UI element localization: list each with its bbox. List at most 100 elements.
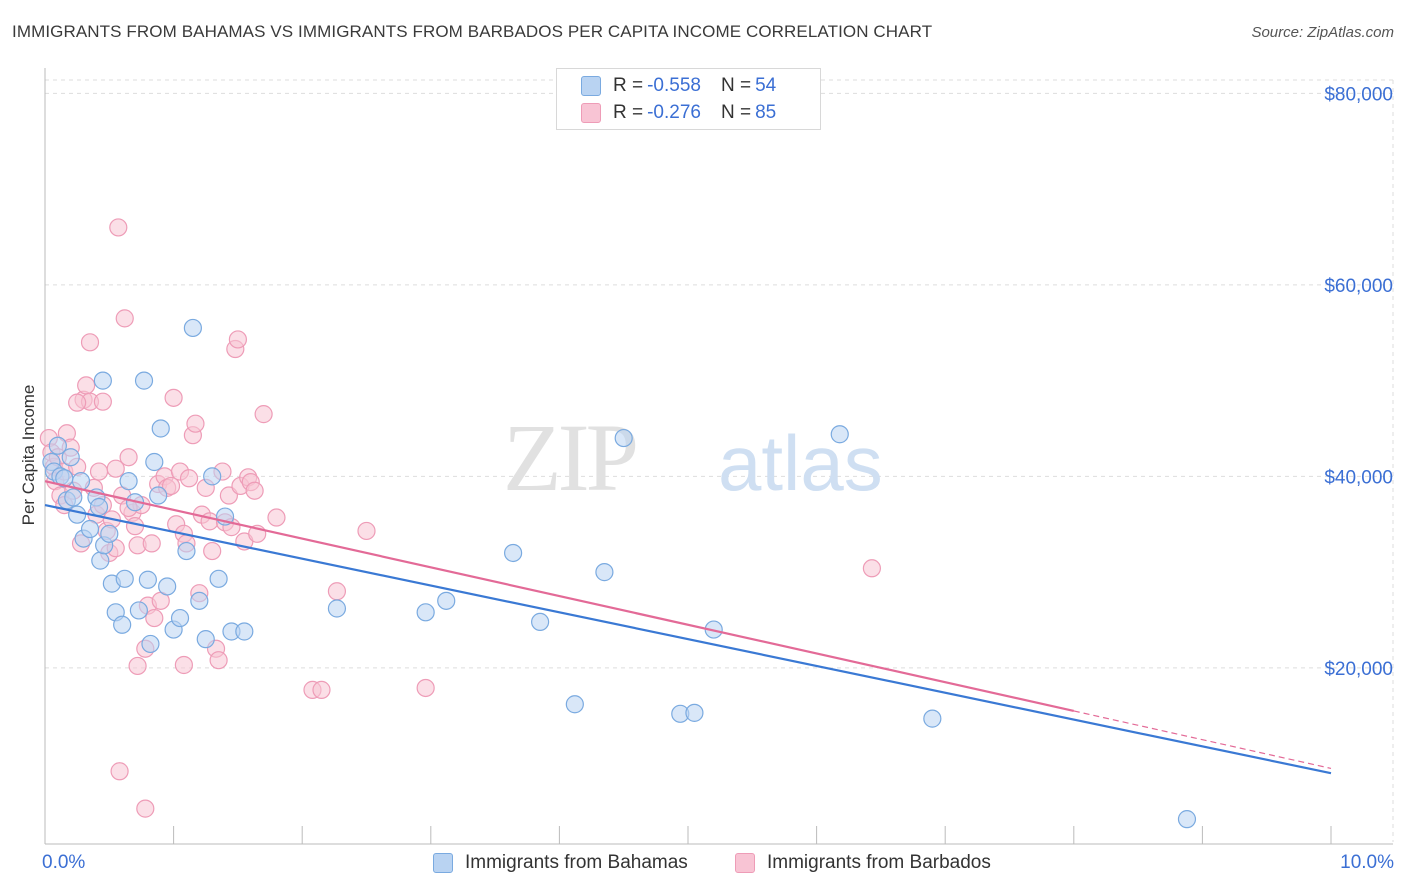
- bahamas-point: [68, 505, 87, 524]
- n-label: N =: [720, 75, 752, 96]
- r-label: R =: [613, 102, 644, 123]
- bahamas-point: [196, 630, 215, 649]
- barbados-point: [93, 392, 112, 411]
- bahamas-point: [209, 569, 228, 588]
- bahamas-point: [64, 488, 83, 507]
- barbados-point: [164, 388, 183, 407]
- bahamas-point: [565, 695, 584, 714]
- bahamas-point: [531, 612, 550, 632]
- watermark: ZIP atlas: [503, 404, 883, 511]
- bahamas-point: [235, 622, 254, 641]
- r-label: R =: [613, 75, 644, 96]
- x-tick-max: 10.0%: [1340, 852, 1394, 873]
- legend-swatch-barbados: [735, 853, 755, 873]
- bahamas-point: [203, 467, 222, 486]
- trend-line-bahamas: [44, 504, 1332, 775]
- bahamas-point: [685, 703, 704, 722]
- legend-swatch-bahamas: [581, 76, 601, 96]
- barbados-point: [186, 414, 205, 433]
- trend-lines: [44, 480, 1332, 775]
- barbados-point: [862, 559, 881, 578]
- barbados-point: [110, 762, 129, 781]
- gridlines: [45, 79, 1394, 842]
- legend-swatch-barbados: [581, 103, 601, 123]
- series-legend: Immigrants from Bahamas Immigrants from …: [0, 852, 1406, 878]
- legend-row-bahamas: R = -0.558 N = 54: [581, 73, 776, 99]
- bahamas-point: [437, 591, 456, 610]
- barbados-point: [254, 405, 273, 424]
- barbados-point: [174, 655, 193, 675]
- barbados-point: [119, 448, 138, 467]
- barbados-point: [142, 534, 161, 553]
- barbados-point: [109, 218, 128, 237]
- bahamas-point: [91, 551, 110, 570]
- barbados-point: [68, 393, 87, 412]
- x-tick-min: 0.0%: [42, 852, 86, 873]
- bahamas-point: [170, 608, 190, 628]
- y-tick-label: $40,000: [1324, 467, 1393, 488]
- legend-swatch-bahamas: [433, 853, 453, 873]
- barbados-point: [312, 680, 331, 699]
- legend-label-bahamas: Immigrants from Bahamas: [465, 852, 688, 873]
- legend-item-bahamas[interactable]: Immigrants from Bahamas: [433, 852, 688, 874]
- bahamas-point: [145, 452, 164, 472]
- n-value-bahamas: 54: [755, 75, 777, 96]
- bahamas-point: [614, 428, 633, 448]
- legend-item-barbados[interactable]: Immigrants from Barbados: [735, 852, 991, 874]
- n-label: N =: [720, 102, 752, 123]
- bahamas-point: [416, 603, 435, 622]
- barbados-point: [128, 656, 147, 676]
- barbados-point: [327, 582, 347, 601]
- barbados-point: [115, 309, 134, 328]
- bahamas-point: [138, 570, 157, 589]
- bahamas-point: [119, 472, 138, 491]
- barbados-point: [203, 541, 222, 561]
- barbados-point: [106, 459, 125, 478]
- barbados-point: [179, 469, 199, 488]
- barbados-point: [267, 508, 286, 527]
- trend-line-barbados-extrapolated: [1073, 710, 1332, 769]
- barbados-point: [357, 521, 376, 541]
- y-tick-labels: $20,000 $40,000 $60,000 $80,000: [1324, 84, 1393, 680]
- bahamas-point: [80, 519, 100, 539]
- barbados-point: [209, 651, 228, 670]
- barbados-point: [245, 481, 264, 500]
- watermark-atlas: atlas: [718, 419, 883, 507]
- bahamas-point: [129, 601, 148, 620]
- bahamas-point: [1177, 810, 1197, 829]
- bahamas-point: [100, 524, 119, 543]
- bahamas-point: [504, 543, 523, 563]
- bahamas-point: [141, 634, 160, 654]
- bahamas-point: [183, 318, 202, 338]
- trend-line-barbados: [44, 480, 1075, 713]
- watermark-zip: ZIP: [503, 404, 636, 511]
- barbados-point: [200, 512, 219, 531]
- bahamas-point: [149, 486, 168, 505]
- r-value-barbados: -0.276: [647, 102, 701, 123]
- y-tick-label: $20,000: [1324, 659, 1393, 680]
- barbados-point: [161, 476, 181, 496]
- barbados-point: [136, 799, 155, 818]
- correlation-legend: R = -0.558 N = 54 R = -0.276 N = 85: [556, 68, 821, 130]
- bahamas-point: [327, 599, 347, 618]
- source-label: Source: ZipAtlas.com: [1251, 24, 1394, 41]
- barbados-point: [77, 376, 96, 395]
- bahamas-point: [177, 541, 196, 561]
- bahamas-point: [190, 591, 209, 610]
- bahamas-point: [595, 563, 614, 582]
- series-barbados: [39, 218, 881, 818]
- barbados-point: [145, 608, 164, 628]
- series-bahamas: [42, 318, 1197, 829]
- barbados-point: [228, 330, 247, 349]
- bahamas-point: [48, 436, 67, 455]
- bahamas-point: [115, 569, 134, 588]
- y-tick-label: $60,000: [1324, 276, 1393, 297]
- chart-title: IMMIGRANTS FROM BAHAMAS VS IMMIGRANTS FR…: [12, 22, 933, 41]
- bahamas-point: [61, 448, 80, 467]
- barbados-point: [80, 333, 100, 352]
- bahamas-point: [923, 709, 942, 728]
- bahamas-point: [113, 615, 132, 634]
- bahamas-point: [158, 577, 177, 596]
- bahamas-point: [830, 425, 849, 444]
